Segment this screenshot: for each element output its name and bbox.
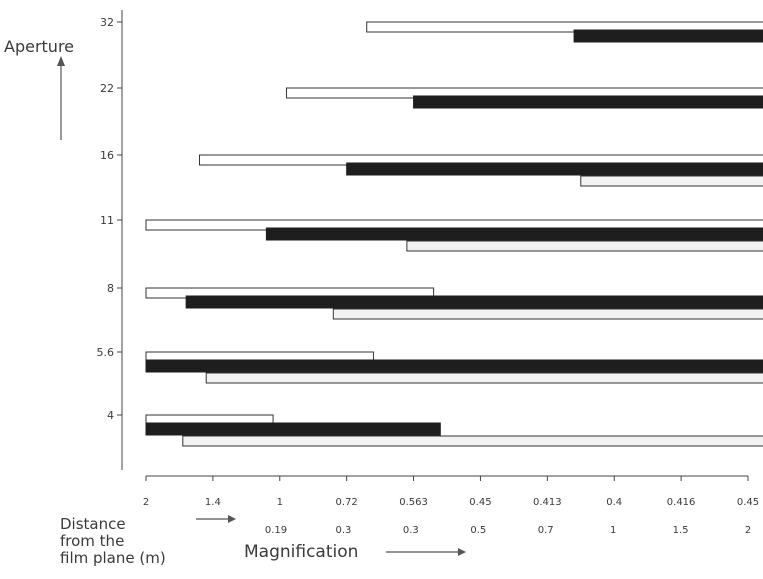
bar-stippled (205, 372, 763, 384)
distance-tick-label: 1 (277, 497, 283, 508)
bar-stippled (406, 240, 763, 252)
magnification-axis-label: Magnification (244, 542, 358, 562)
magnification-tick-label: 0.5 (470, 525, 486, 536)
magnification-arrow-icon (458, 548, 466, 556)
magnification-tick-label: 0.3 (403, 525, 419, 536)
bar-stippled (332, 308, 763, 320)
magnification-tick-label: 0.7 (538, 525, 554, 536)
magnification-tick-label: 2 (745, 525, 751, 536)
distance-axis-label: film plane (m) (60, 549, 166, 567)
bar-solid (413, 95, 763, 109)
distance-tick-label: 0.4 (606, 497, 622, 508)
bar-solid (573, 29, 763, 43)
distance-tick-label: 1.4 (205, 497, 221, 508)
distance-tick-label: 0.563 (399, 497, 428, 508)
distance-tick-label: 0.45 (737, 497, 759, 508)
bar-solid (185, 295, 763, 309)
magnification-tick-label: 1 (610, 525, 616, 536)
distance-tick-label: 0.416 (667, 497, 696, 508)
magnification-tick-label: 1.5 (673, 525, 689, 536)
y-tick-label: 22 (100, 82, 114, 95)
distance-axis-label: Distance (60, 515, 126, 533)
bar-solid (145, 359, 763, 373)
distance-axis-label: from the (60, 532, 124, 550)
distance-arrow-icon (228, 515, 236, 523)
y-tick-label: 11 (100, 214, 114, 227)
y-tick-label: 4 (107, 409, 114, 422)
y-tick-label: 16 (100, 149, 114, 162)
bar-stippled (182, 435, 763, 447)
bar-solid (265, 227, 763, 241)
y-tick-label: 5.6 (97, 346, 115, 359)
distance-tick-label: 0.45 (469, 497, 491, 508)
distance-tick-label: 0.413 (533, 497, 562, 508)
y-axis-label: Aperture (4, 37, 74, 56)
y-tick-label: 8 (107, 282, 114, 295)
distance-tick-label: 0.72 (336, 497, 358, 508)
y-tick-label: 32 (100, 16, 114, 29)
bar-solid (145, 422, 441, 436)
magnification-tick-label: 0.19 (265, 525, 287, 536)
bar-solid (346, 162, 763, 176)
bar-stippled (580, 175, 763, 187)
distance-tick-label: 2 (143, 497, 149, 508)
y-axis-arrow-icon (57, 56, 65, 66)
magnification-tick-label: 0.3 (335, 525, 351, 536)
